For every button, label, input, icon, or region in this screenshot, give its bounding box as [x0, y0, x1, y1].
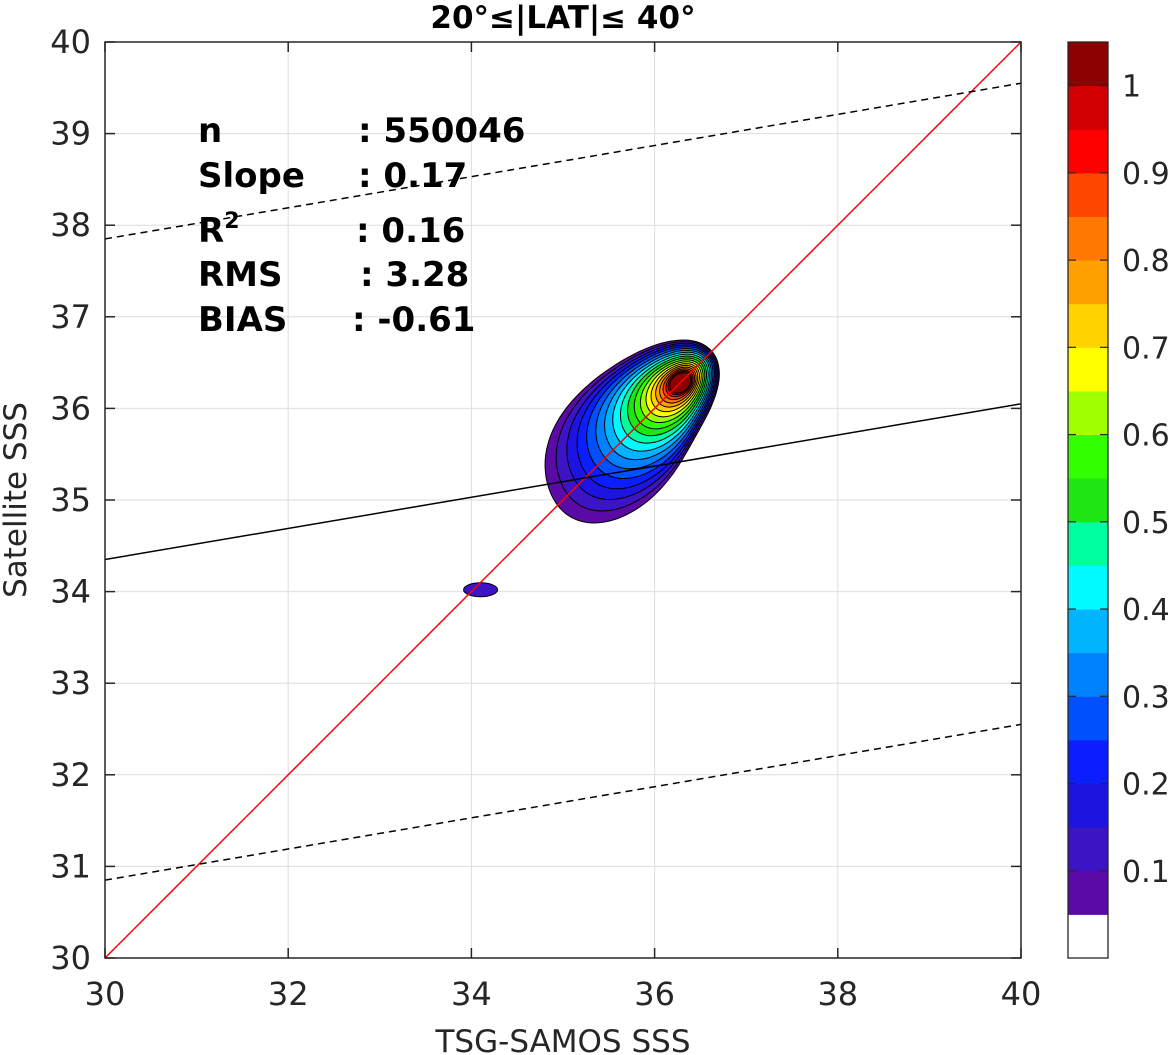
y-tick-label: 32 [50, 756, 91, 794]
colorbar-segment [1068, 565, 1108, 610]
colorbar-tick-label: 0.1 [1122, 855, 1170, 890]
colorbar-segment [1068, 696, 1108, 741]
colorbar-tick-label: 0.4 [1122, 593, 1170, 628]
grid-lines [105, 42, 1021, 958]
y-tick-label: 33 [50, 664, 91, 702]
y-tick-label: 38 [50, 206, 91, 244]
stat-value: : 3.28 [360, 255, 469, 295]
colorbar-segment [1068, 42, 1108, 87]
colorbar-tick-label: 0.2 [1122, 768, 1170, 803]
colorbar-segment [1068, 783, 1108, 828]
lower-bound-line [104, 723, 1022, 881]
y-tick-label: 40 [50, 23, 91, 61]
axis-ticks: 30 32 34 36 38 40 30 31 32 33 34 35 36 37 38 39 40 [50, 23, 1041, 1013]
reference-lines [104, 41, 1022, 959]
stat-label: n [198, 111, 222, 151]
colorbar-segment [1068, 739, 1108, 785]
stat-label: RMS [198, 255, 283, 295]
y-tick-label: 31 [50, 847, 91, 885]
colorbar-segment [1068, 129, 1108, 174]
colorbar-segment [1068, 521, 1108, 566]
colorbar-frame [1067, 41, 1109, 959]
y-tick-label: 34 [50, 573, 91, 611]
colorbar-segment [1068, 390, 1108, 436]
y-tick-label: 37 [50, 298, 91, 336]
stat-value: : 0.17 [358, 156, 467, 196]
stat-label: Slope [198, 156, 305, 196]
y-axis-label: Satellite SSS [0, 402, 34, 598]
colorbar: 0.1 0.2 0.3 0.4 0.5 0.6 0.7 0.8 0.9 1 [1067, 41, 1170, 959]
colorbar-tick-label: 0.6 [1122, 419, 1170, 454]
colorbar-tick-label: 0.5 [1122, 506, 1170, 541]
stat-label: R2 [198, 209, 240, 251]
colorbar-segment [1068, 827, 1108, 872]
stat-label: BIAS [198, 300, 287, 340]
stat-value: : -0.61 [352, 300, 475, 340]
y-tick-label: 39 [50, 115, 91, 153]
colorbar-segment [1068, 652, 1108, 697]
colorbar-segment [1068, 303, 1108, 348]
colorbar-segment [1068, 870, 1108, 915]
statistics-box: n : 550046 Slope : 0.17 R2 : 0.16 RMS : 3.28 BIA… [198, 111, 525, 340]
x-tick-label: 34 [451, 975, 492, 1013]
colorbar-tick-label: 1 [1122, 70, 1141, 105]
colorbar-segment [1068, 478, 1108, 523]
colorbar-segment [1068, 347, 1108, 392]
one-to-one-line [104, 41, 1022, 959]
y-tick-label: 36 [50, 389, 91, 427]
upper-bound-line [104, 82, 1022, 240]
x-tick-label: 40 [1001, 975, 1042, 1013]
y-tick-label: 35 [50, 481, 91, 519]
colorbar-segment [1068, 216, 1108, 261]
colorbar-segment [1068, 914, 1108, 959]
y-tick-label: 30 [50, 939, 91, 977]
colorbar-segment [1068, 434, 1108, 479]
stat-value: : 550046 [358, 111, 525, 151]
colorbar-tick-label: 0.9 [1122, 157, 1170, 192]
stat-value: : 0.16 [356, 211, 465, 251]
colorbar-segment [1068, 260, 1108, 305]
x-tick-label: 30 [85, 975, 126, 1013]
chart-title: 20°≤|LAT|≤ 40° [430, 0, 695, 36]
colorbar-segment [1068, 609, 1108, 654]
colorbar-tick-label: 0.7 [1122, 331, 1170, 366]
colorbar-segment [1068, 85, 1108, 130]
colorbar-segment [1068, 172, 1108, 217]
regression-line [104, 403, 1022, 561]
x-tick-label: 38 [817, 975, 858, 1013]
colorbar-tick-label: 0.3 [1122, 680, 1170, 715]
x-tick-label: 32 [268, 975, 309, 1013]
x-axis-label: TSG-SAMOS SSS [435, 1024, 691, 1055]
x-tick-label: 36 [634, 975, 675, 1013]
density-contours [463, 339, 720, 598]
colorbar-tick-label: 0.8 [1122, 244, 1170, 279]
